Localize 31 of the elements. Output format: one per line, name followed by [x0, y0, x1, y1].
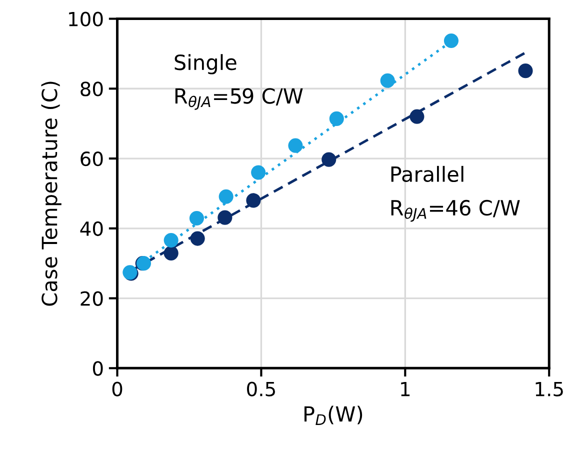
y-tick-label: 60: [80, 151, 103, 166]
annotation: Parallel: [391, 166, 464, 182]
point: [251, 165, 266, 180]
point: [329, 111, 344, 126]
point: [246, 193, 261, 208]
point: [322, 152, 336, 167]
x-tick-label: 0.5: [247, 382, 275, 396]
point: [288, 138, 303, 153]
annotation: R$_{θJA}$=46 C/W: [391, 200, 520, 222]
annotation: Single: [174, 54, 236, 74]
point: [189, 210, 204, 226]
y-tick-label: 100: [69, 12, 103, 26]
x-tick-label: 0: [112, 382, 122, 396]
point: [218, 189, 234, 204]
point: [218, 210, 232, 225]
point: [190, 231, 205, 246]
y-tick-label: 20: [80, 291, 103, 306]
y-tick-label: 40: [80, 221, 103, 236]
y-tick-label: 80: [80, 82, 103, 96]
y-axis-title: Case Temperature (C): [41, 82, 62, 306]
point: [164, 233, 178, 248]
point: [444, 33, 459, 48]
point: [164, 246, 178, 260]
x-tick-label: 1: [401, 382, 410, 396]
x-tick-label: 1.5: [536, 382, 563, 396]
point: [410, 109, 424, 124]
point: [380, 73, 395, 88]
y-tick-label: 0: [92, 361, 103, 376]
x-axis-title: P$_{D}$(W): [304, 406, 362, 425]
annotation: R$_{θJA}$=59 C/W: [175, 88, 303, 110]
point: [518, 64, 533, 78]
